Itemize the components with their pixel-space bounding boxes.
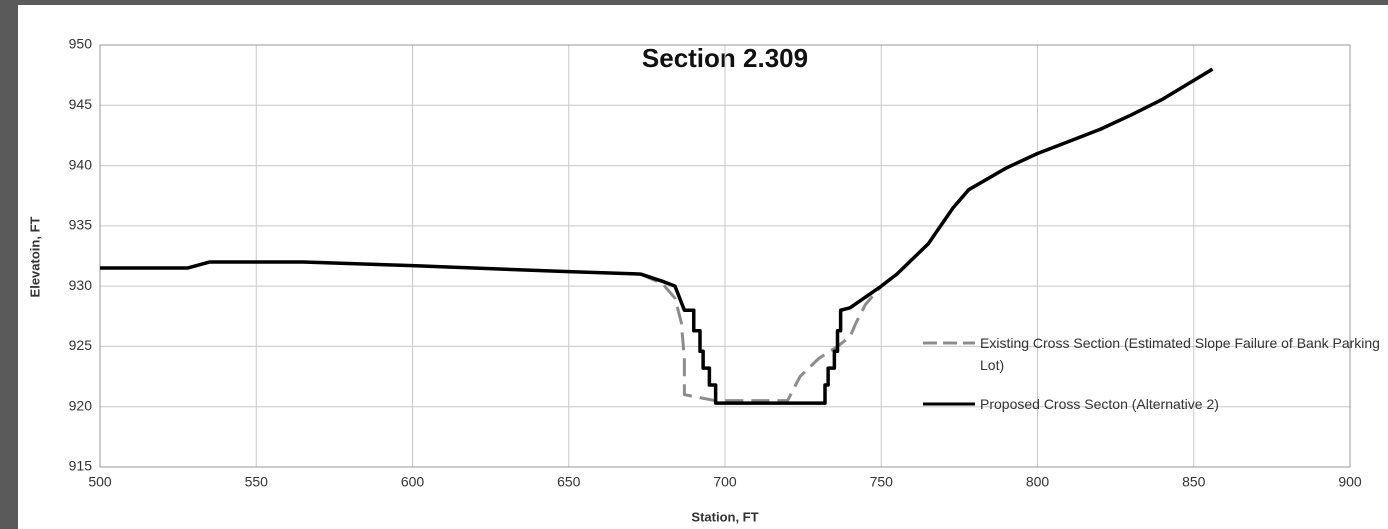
y-tick-label: 920 bbox=[69, 397, 93, 413]
x-tick-label: 700 bbox=[713, 474, 737, 490]
x-tick-label: 650 bbox=[557, 474, 581, 490]
y-tick-label: 930 bbox=[69, 277, 93, 293]
x-tick-label: 600 bbox=[401, 474, 425, 490]
x-tick-label: 900 bbox=[1338, 474, 1362, 490]
chart-area: Section 2.309 Station, FT Elevatoin, FT … bbox=[18, 5, 1388, 529]
x-tick-label: 500 bbox=[88, 474, 112, 490]
legend-label: Proposed Cross Secton (Alternative 2) bbox=[980, 393, 1380, 415]
chart: Section 2.309 Station, FT Elevatoin, FT … bbox=[18, 5, 1388, 529]
x-tick-label: 750 bbox=[870, 474, 894, 490]
y-axis-label: Elevatoin, FT bbox=[27, 216, 42, 297]
x-tick-label: 800 bbox=[1026, 474, 1050, 490]
y-tick-label: 935 bbox=[69, 217, 93, 233]
y-tick-label: 925 bbox=[69, 337, 93, 353]
page: {"chart_data": {"type": "line", "title":… bbox=[0, 0, 1388, 529]
y-tick-label: 950 bbox=[69, 36, 93, 52]
y-tick-label: 915 bbox=[69, 458, 93, 474]
x-tick-label: 850 bbox=[1182, 474, 1206, 490]
y-tick-label: 945 bbox=[69, 96, 93, 112]
x-tick-label: 550 bbox=[245, 474, 269, 490]
y-tick-label: 940 bbox=[69, 156, 93, 172]
legend-label: Existing Cross Section (Estimated Slope … bbox=[980, 332, 1380, 376]
x-axis-label: Station, FT bbox=[691, 509, 758, 524]
